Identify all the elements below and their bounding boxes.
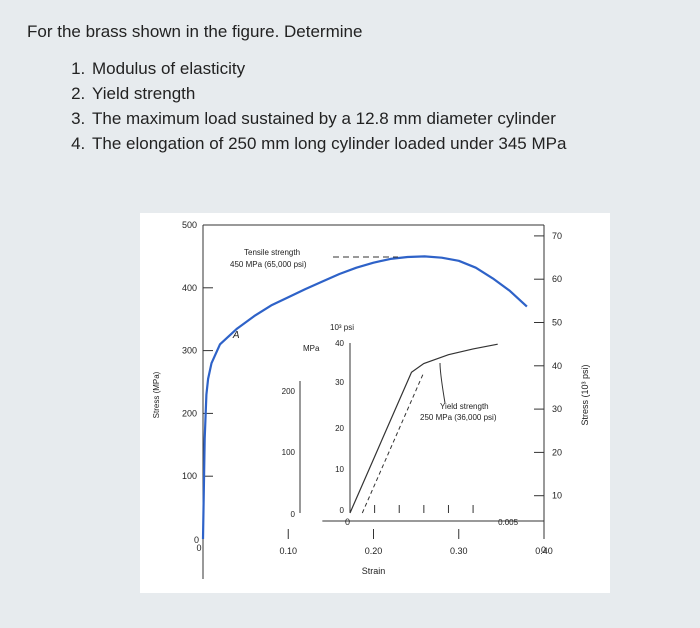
inset-y-left-tick-label: 100 — [282, 448, 296, 457]
inset-y-left-tick-label: 0 — [291, 510, 296, 519]
figure-background — [140, 213, 610, 593]
inset-y-left-unit: MPa — [303, 344, 320, 353]
inset-y-right-tick-label: 0 — [340, 506, 345, 515]
y-left-tick-label: 100 — [182, 471, 197, 481]
task-item: Yield strength — [90, 81, 677, 106]
x-axis-title: Strain — [362, 566, 386, 576]
y-right-tick-label: 60 — [552, 274, 562, 284]
stress-strain-figure: 100 200 300 400 500 0 0 10 20 30 40 50 60 70 0 0.10 0.20… — [140, 213, 610, 593]
yield-strength-value: 250 MPa (36,000 psi) — [420, 413, 497, 422]
inset-x-tick-label: 0 — [345, 517, 350, 527]
task-item: The elongation of 250 mm long cylinder l… — [90, 131, 677, 156]
inset-y-right-tick-label: 10 — [335, 465, 344, 474]
inset-y-right-unit: 10³ psi — [330, 323, 354, 332]
y-right-tick-label: 40 — [552, 361, 562, 371]
y-right-tick-label: 20 — [552, 447, 562, 457]
y-right-tick-label: 70 — [552, 231, 562, 241]
inset-y-right-tick-label: 40 — [335, 339, 344, 348]
x-tick-label: 0 — [196, 543, 201, 553]
y-right-axis-title: Stress (10³ psi) — [580, 364, 590, 425]
y-left-axis-title: Stress (MPa) — [152, 371, 161, 418]
inset-x-tick-label: 0.005 — [498, 518, 519, 527]
tensile-strength-label: Tensile strength — [244, 248, 300, 257]
y-left-tick-label: 0 — [194, 535, 199, 545]
point-label-a: A — [232, 330, 240, 341]
x-tick-label: 0.30 — [450, 546, 468, 556]
y-left-tick-label: 400 — [182, 283, 197, 293]
inset-curve — [349, 343, 498, 514]
stress-strain-curve — [201, 255, 528, 540]
problem-statement: For the brass shown in the figure. Deter… — [27, 22, 677, 156]
y-right-tick-label: 10 — [552, 491, 562, 501]
y-left-tick-label: 500 — [182, 220, 197, 230]
y-left-tick-label: 300 — [182, 346, 197, 356]
inset-y-right-tick-label: 20 — [335, 424, 344, 433]
x-tick-label: 0.40 — [535, 546, 553, 556]
tensile-strength-value: 450 MPa (65,000 psi) — [230, 260, 307, 269]
y-right-tick-label: 50 — [552, 317, 562, 327]
yield-strength-label: Yield strength — [440, 402, 489, 411]
inset-offset-line — [361, 372, 425, 514]
y-left-tick-label: 200 — [182, 408, 197, 418]
inset-y-left-tick-label: 200 — [282, 387, 296, 396]
task-list: Modulus of elasticity Yield strength The… — [27, 56, 677, 156]
task-item: The maximum load sustained by a 12.8 mm … — [90, 106, 677, 131]
x-tick-label: 0.10 — [279, 546, 297, 556]
y-right-tick-label: 30 — [552, 404, 562, 414]
y-right-tick-label: 0 — [541, 545, 546, 555]
yield-strength-leader — [439, 362, 446, 404]
task-item: Modulus of elasticity — [90, 56, 677, 81]
inset-y-right-tick-label: 30 — [335, 378, 344, 387]
problem-intro: For the brass shown in the figure. Deter… — [27, 22, 363, 41]
x-tick-label: 0.20 — [365, 546, 383, 556]
